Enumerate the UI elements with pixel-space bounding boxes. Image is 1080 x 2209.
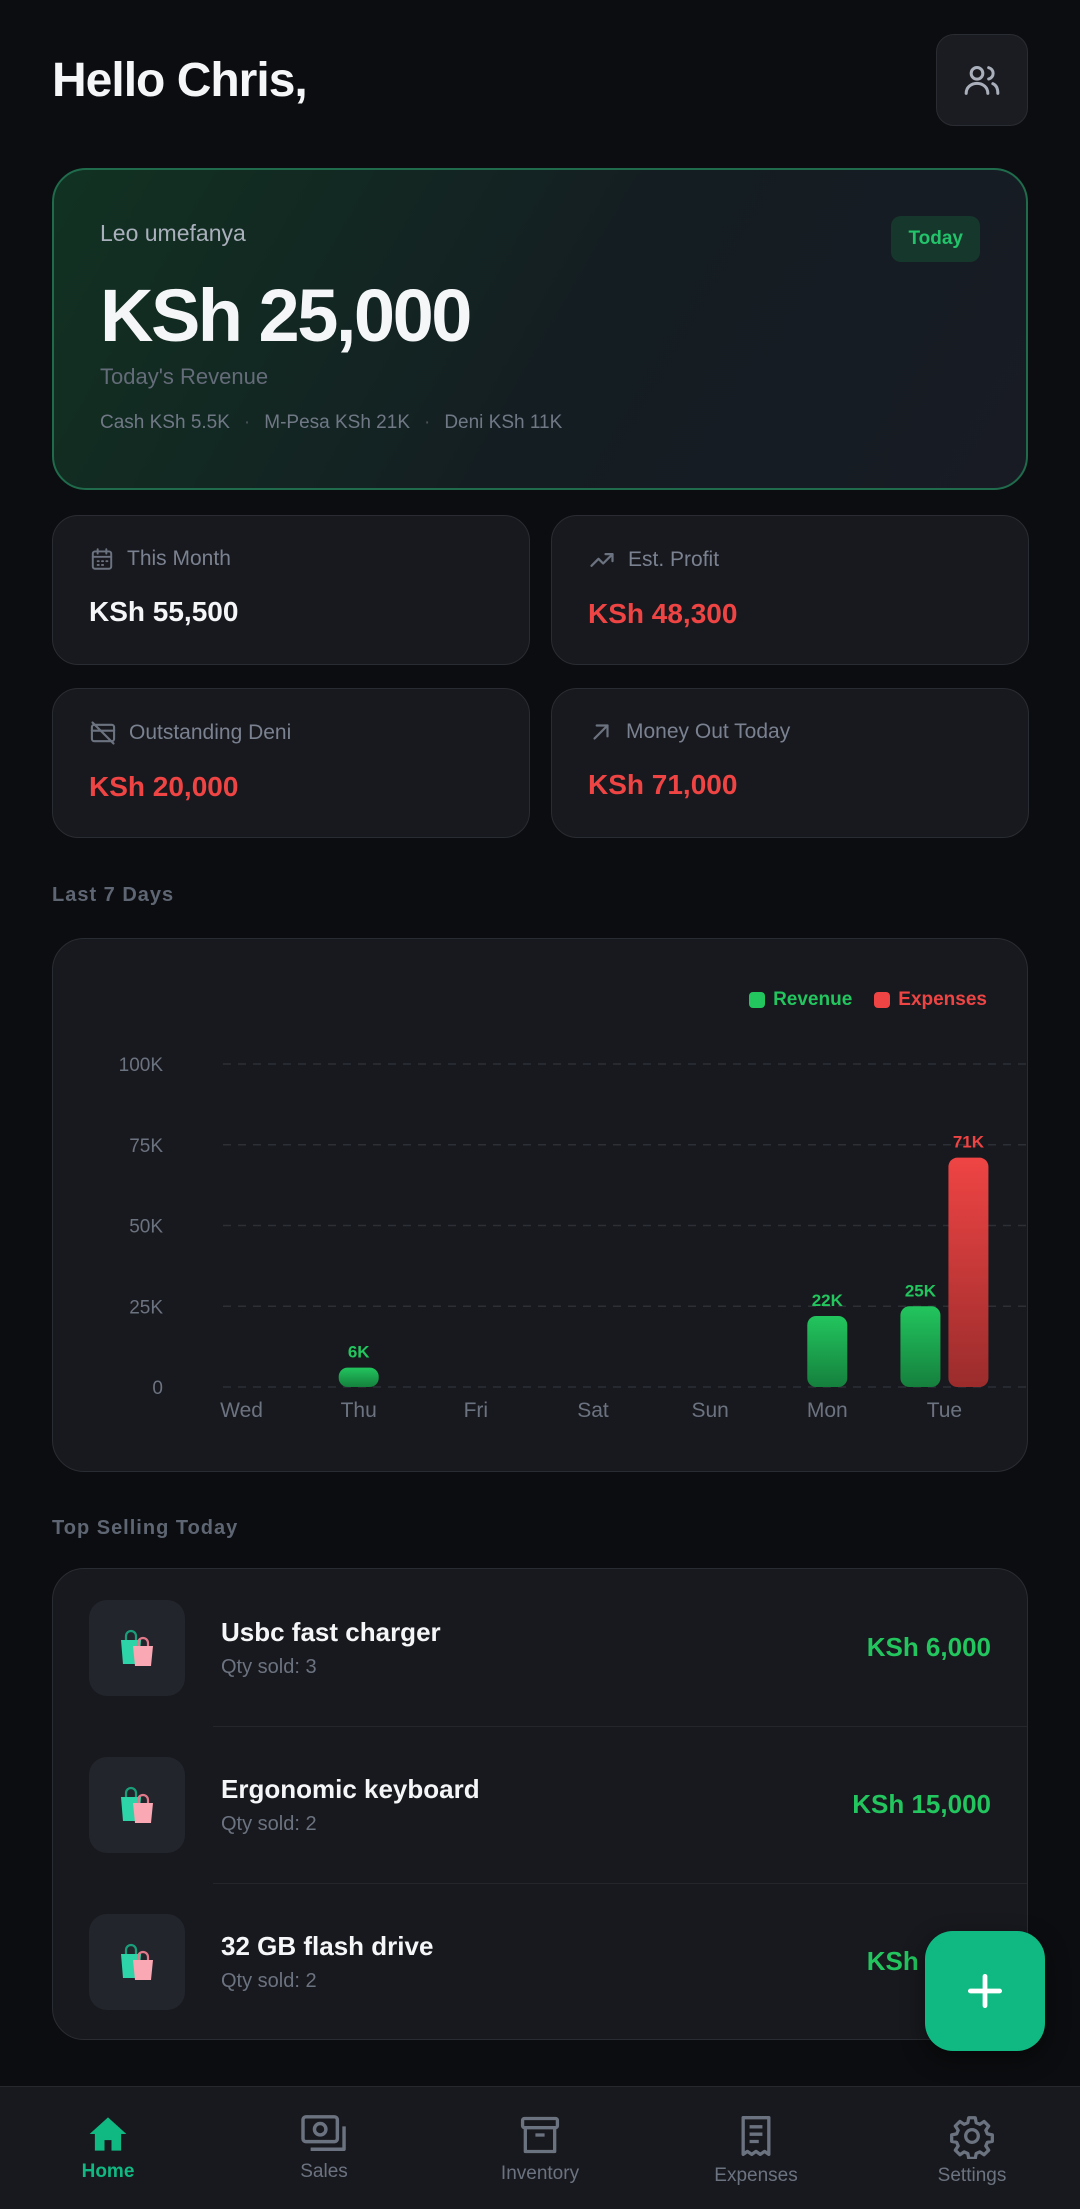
product-qty: Qty sold: 2 xyxy=(221,1812,317,1835)
stat-label: Outstanding Deni xyxy=(129,721,292,744)
stat-value: KSh 20,000 xyxy=(89,771,239,802)
stat-label: Money Out Today xyxy=(626,720,791,743)
nav-label: Expenses xyxy=(714,2165,798,2186)
nav-label: Inventory xyxy=(500,2163,580,2184)
data-label: 6K xyxy=(348,1343,370,1362)
hero-subtitle: Today's Revenue xyxy=(100,364,269,389)
nav-sales[interactable]: Sales xyxy=(216,2087,432,2209)
bottom-nav: Home Sales Inventory Expenses Settings xyxy=(0,2086,1080,2209)
nav-settings[interactable]: Settings xyxy=(864,2087,1080,2209)
shopping-bags-icon xyxy=(89,1913,185,2010)
legend-revenue: Revenue xyxy=(749,989,852,1011)
x-tick-label: Thu xyxy=(341,1399,377,1422)
y-tick-label: 75K xyxy=(129,1136,163,1157)
chart-card: Revenue Expenses 0 25K 50K 75K 100K Wed Thu 6K F… xyxy=(52,938,1029,1472)
hero-amount: KSh 25,000 xyxy=(100,274,472,357)
header: Hello Chris, xyxy=(52,34,1028,126)
y-tick-label: 25K xyxy=(129,1297,163,1318)
stat-value: KSh 71,000 xyxy=(588,769,738,800)
shopping-bags-icon xyxy=(89,1599,185,1696)
breakdown-separator: · xyxy=(243,412,251,433)
x-tick-label: Fri xyxy=(464,1399,489,1422)
stat-value: KSh 48,300 xyxy=(588,598,738,629)
product-name: Ergonomic keyboard xyxy=(221,1773,480,1804)
payment-breakdown: Cash KSh 5.5K · M-Pesa KSh 21K · Deni KS… xyxy=(100,412,980,434)
stat-label: This Month xyxy=(127,547,231,570)
expenses-bar xyxy=(948,1157,989,1387)
archive-box-icon xyxy=(520,2116,560,2154)
greeting: Hello Chris, xyxy=(52,53,308,107)
chart-legend: Revenue Expenses xyxy=(749,989,987,1011)
top-selling-title: Top Selling Today xyxy=(52,1517,239,1539)
data-label: 25K xyxy=(905,1281,937,1300)
breakdown-mpesa: M-Pesa KSh 21K xyxy=(264,412,410,433)
plus-icon xyxy=(967,1973,1003,2009)
add-button[interactable] xyxy=(925,1931,1045,2051)
credit-card-off-icon xyxy=(90,721,116,745)
x-tick-label: Wed xyxy=(220,1399,263,1422)
product-qty: Qty sold: 3 xyxy=(221,1655,317,1678)
legend-swatch xyxy=(874,992,891,1008)
arrow-up-right-icon xyxy=(593,724,609,740)
trending-up-icon xyxy=(590,553,614,567)
legend-swatch xyxy=(749,992,766,1008)
nav-label: Settings xyxy=(937,2165,1007,2186)
stat-value: KSh 55,500 xyxy=(89,596,239,627)
product-amount: KSh 15,000 xyxy=(852,1789,991,1819)
breakdown-deni: Deni KSh 11K xyxy=(444,412,563,433)
gear-icon xyxy=(950,2116,994,2159)
legend-label: Revenue xyxy=(773,989,853,1010)
product-qty: Qty sold: 2 xyxy=(221,1969,317,1992)
divider xyxy=(213,1726,1027,1727)
stat-label: Est. Profit xyxy=(628,548,720,571)
product-name: 32 GB flash drive xyxy=(221,1930,434,1961)
stat-card-outstanding-deni[interactable]: Outstanding Deni KSh 20,000 xyxy=(52,688,530,838)
chart-section-title: Last 7 Days xyxy=(52,884,175,906)
list-item[interactable]: Ergonomic keyboard Qty sold: 2 KSh 15,00… xyxy=(53,1726,1027,1883)
stat-card-est-profit[interactable]: Est. Profit KSh 48,300 xyxy=(551,515,1029,665)
nav-expenses[interactable]: Expenses xyxy=(648,2087,864,2209)
y-tick-label: 0 xyxy=(152,1378,163,1399)
stat-card-this-month[interactable]: This Month KSh 55,500 xyxy=(52,515,530,665)
y-tick-label: 100K xyxy=(119,1055,164,1076)
divider xyxy=(213,1883,1027,1884)
calendar-icon xyxy=(91,548,113,570)
receipt-icon xyxy=(741,2116,771,2156)
revenue-bar xyxy=(338,1367,379,1387)
cash-icon xyxy=(301,2115,346,2151)
data-label: 71K xyxy=(953,1133,985,1152)
today-badge: Today xyxy=(891,216,980,262)
today-revenue-card[interactable]: Leo umefanya Today KSh 25,000 Today's Re… xyxy=(52,168,1028,490)
y-tick-label: 50K xyxy=(129,1217,163,1238)
revenue-bar xyxy=(807,1315,848,1387)
x-tick-label: Mon xyxy=(807,1399,848,1422)
product-amount: KSh 6,000 xyxy=(866,1632,991,1662)
stat-card-money-out-today[interactable]: Money Out Today KSh 71,000 xyxy=(551,688,1029,838)
users-icon xyxy=(964,66,1000,95)
shopping-bags-icon xyxy=(89,1756,185,1853)
product-name: Usbc fast charger xyxy=(221,1616,441,1647)
breakdown-cash: Cash KSh 5.5K xyxy=(100,412,230,433)
x-tick-label: Sun xyxy=(691,1399,728,1422)
nav-home[interactable]: Home xyxy=(0,2087,216,2209)
revenue-bar xyxy=(900,1306,941,1387)
legend-expenses: Expenses xyxy=(874,989,987,1011)
profile-button[interactable] xyxy=(936,34,1028,126)
x-tick-label: Sat xyxy=(577,1399,609,1422)
hero-label: Leo umefanya xyxy=(100,220,246,246)
home-icon xyxy=(89,2117,127,2151)
nav-label: Home xyxy=(81,2161,135,2182)
x-tick-label: Tue xyxy=(927,1399,962,1422)
bar-chart: 0 25K 50K 75K 100K Wed Thu 6K Fri Sat Sun Mon 22K Tue… xyxy=(119,1055,1029,1422)
breakdown-separator: · xyxy=(424,412,431,433)
nav-label: Sales xyxy=(300,2161,348,2182)
nav-inventory[interactable]: Inventory xyxy=(432,2087,648,2209)
top-selling-list: Usbc fast charger Qty sold: 3 KSh 6,000 … xyxy=(52,1568,1028,2040)
list-item[interactable]: 32 GB flash drive Qty sold: 2 KSh 6,000 xyxy=(53,1883,1027,2039)
list-item[interactable]: Usbc fast charger Qty sold: 3 KSh 6,000 xyxy=(53,1569,1027,1726)
legend-label: Expenses xyxy=(898,989,987,1010)
data-label: 22K xyxy=(812,1291,844,1310)
